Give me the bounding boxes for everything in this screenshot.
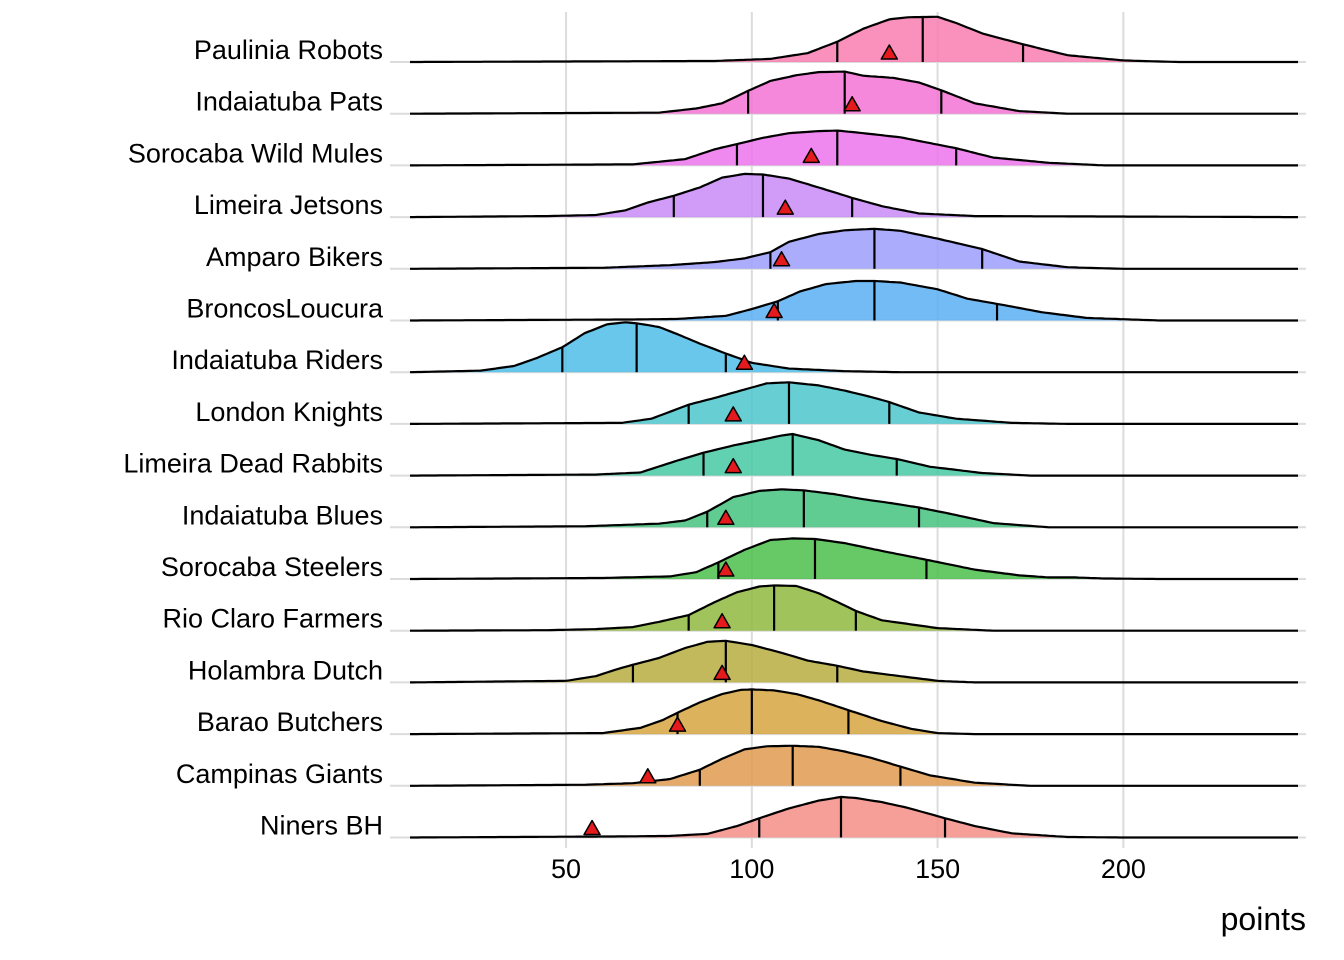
ridge-10 <box>390 537 1306 581</box>
density-outline <box>410 795 1298 839</box>
density-area <box>410 689 1298 735</box>
density-outline <box>410 537 1298 581</box>
density-area <box>410 281 1298 321</box>
density-area <box>410 130 1298 166</box>
mean-marker <box>668 716 687 732</box>
density-area <box>410 322 1298 373</box>
density-area <box>410 173 1298 218</box>
density-outline <box>410 15 1298 64</box>
density-outline <box>410 172 1298 219</box>
mean-marker <box>776 199 795 215</box>
ridge-9 <box>390 488 1306 529</box>
ridge-14 <box>390 744 1306 787</box>
mean-marker <box>765 302 783 319</box>
mean-marker <box>724 457 742 474</box>
x-axis-title: points <box>1221 901 1306 937</box>
density-outline <box>410 381 1298 425</box>
x-tick-label: 150 <box>915 854 960 884</box>
density-outline <box>410 129 1298 167</box>
mean-marker <box>639 768 657 784</box>
density-outline <box>410 432 1298 477</box>
mean-marker <box>772 251 791 267</box>
category-label: Indaiatuba Riders <box>171 345 383 375</box>
ridge-6 <box>390 321 1306 374</box>
x-tick-label: 100 <box>729 854 774 884</box>
ridge-11 <box>390 584 1306 632</box>
ridges <box>390 15 1306 839</box>
density-area <box>410 745 1298 786</box>
category-label: Campinas Giants <box>176 759 383 789</box>
ridge-5 <box>390 279 1306 322</box>
density-area <box>410 585 1298 631</box>
category-label: Sorocaba Steelers <box>161 552 383 582</box>
mean-marker <box>880 44 899 60</box>
category-label: Holambra Dutch <box>188 655 383 685</box>
mean-marker <box>843 95 861 112</box>
density-area <box>410 640 1298 683</box>
ridge-3 <box>390 172 1306 219</box>
x-tick-label: 200 <box>1101 854 1146 884</box>
category-label: Sorocaba Wild Mules <box>128 138 383 168</box>
ridge-1 <box>390 70 1306 115</box>
category-label: Niners BH <box>260 811 383 841</box>
category-labels: Paulinia Robots Indaiatuba Pats Sorocaba W… <box>123 35 384 841</box>
ridge-2 <box>390 129 1306 167</box>
density-outline <box>410 279 1298 322</box>
ridge-7 <box>390 381 1306 425</box>
category-label: Rio Claro Farmers <box>162 604 383 634</box>
density-outline <box>410 227 1298 270</box>
category-label: Indaiatuba Blues <box>182 500 383 530</box>
category-label: Barao Butchers <box>197 707 383 737</box>
mean-marker <box>724 406 742 422</box>
density-outline <box>410 70 1298 115</box>
density-outline <box>410 639 1298 684</box>
category-label: Amparo Bikers <box>206 242 383 272</box>
mean-marker <box>717 561 735 577</box>
mean-marker <box>583 819 601 836</box>
category-label: London Knights <box>195 397 383 427</box>
ridge-0 <box>390 15 1306 64</box>
density-outline <box>409 321 1298 374</box>
density-area <box>410 71 1298 114</box>
x-axis: 50 100 150 200 <box>551 854 1146 884</box>
ridge-12 <box>390 639 1306 684</box>
density-outline <box>410 744 1298 787</box>
ridge-13 <box>390 688 1306 736</box>
ridge-15 <box>390 795 1306 839</box>
density-outline <box>410 488 1298 529</box>
category-label: Paulinia Robots <box>194 35 383 65</box>
category-label: Limeira Dead Rabbits <box>123 449 383 479</box>
mean-marker <box>717 509 735 526</box>
density-area <box>410 382 1298 424</box>
density-area <box>410 228 1298 269</box>
mean-marker <box>713 612 731 629</box>
category-label: Limeira Jetsons <box>194 190 383 220</box>
x-tick-label: 50 <box>551 854 581 884</box>
density-area <box>410 434 1298 476</box>
density-area <box>410 538 1298 579</box>
ridge-8 <box>390 432 1306 477</box>
mean-marker <box>802 147 821 164</box>
category-label: BroncosLoucura <box>186 294 384 324</box>
density-outline <box>410 584 1298 632</box>
density-outline <box>410 688 1298 736</box>
mean-marker <box>713 664 731 681</box>
category-label: Indaiatuba Pats <box>195 87 383 117</box>
density-area <box>410 796 1298 838</box>
density-area <box>410 489 1298 528</box>
ridge-4 <box>390 227 1306 270</box>
mean-marker <box>735 354 754 370</box>
density-area <box>410 16 1298 62</box>
